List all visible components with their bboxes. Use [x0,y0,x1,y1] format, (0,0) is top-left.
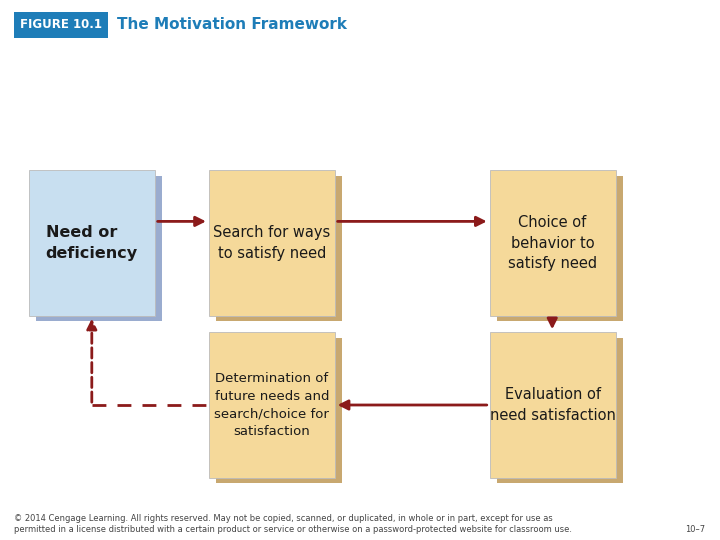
FancyBboxPatch shape [490,170,616,316]
FancyBboxPatch shape [216,338,342,483]
FancyBboxPatch shape [216,176,342,321]
Text: Determination of
future needs and
search/choice for
satisfaction: Determination of future needs and search… [215,372,329,438]
Text: © 2014 Cengage Learning. All rights reserved. May not be copied, scanned, or dup: © 2014 Cengage Learning. All rights rese… [14,514,572,534]
Text: Choice of
behavior to
satisfy need: Choice of behavior to satisfy need [508,215,597,271]
FancyBboxPatch shape [29,170,155,316]
Text: 10–7: 10–7 [685,524,706,534]
FancyBboxPatch shape [209,332,335,478]
FancyBboxPatch shape [490,332,616,478]
Text: Evaluation of
need satisfaction: Evaluation of need satisfaction [490,387,616,423]
Text: Need or
deficiency: Need or deficiency [46,225,138,261]
FancyBboxPatch shape [497,338,623,483]
FancyBboxPatch shape [36,176,162,321]
Text: FIGURE 10.1: FIGURE 10.1 [20,18,102,31]
FancyBboxPatch shape [497,176,623,321]
Text: The Motivation Framework: The Motivation Framework [117,17,346,32]
Text: Search for ways
to satisfy need: Search for ways to satisfy need [213,225,330,261]
FancyBboxPatch shape [209,170,335,316]
FancyBboxPatch shape [14,12,108,38]
